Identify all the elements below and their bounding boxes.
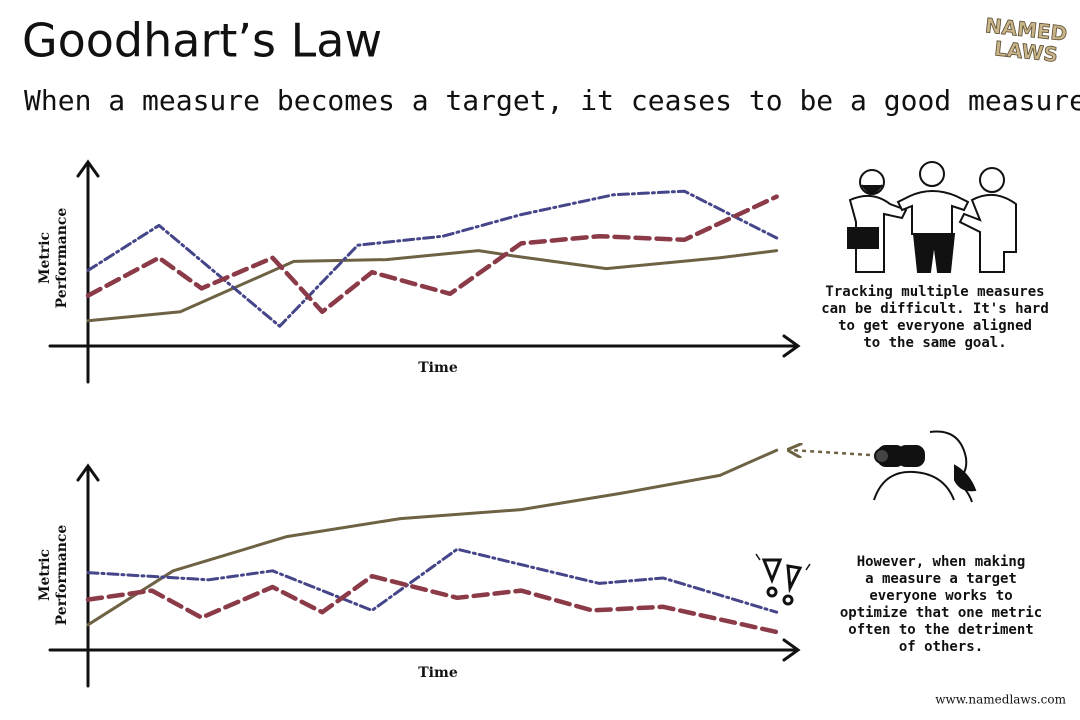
website: www.namedlaws.com <box>935 693 1066 707</box>
x-axis-label: Time <box>418 665 458 681</box>
pointer-arrow <box>790 450 871 455</box>
caption-line: Tracking multiple measures <box>825 284 1044 300</box>
logo: NAMED LAWS <box>984 13 1069 67</box>
caption-line: can be difficult. It's hard <box>821 301 1049 317</box>
y-axis <box>76 463 100 688</box>
y-axis <box>76 159 100 384</box>
line-chart: Metric Performance Time <box>37 448 801 688</box>
x-axis-label: Time <box>418 360 458 376</box>
caption-line: However, when making <box>857 554 1026 570</box>
line-chart: Metric Performance Time <box>37 159 801 384</box>
y-axis-label: Metric <box>37 549 53 601</box>
exclamation-icon <box>755 553 811 606</box>
caption-line: optimize that one metric <box>840 605 1042 621</box>
caption-line: everyone works to <box>869 588 1012 604</box>
caption-line: a measure a target <box>865 571 1017 587</box>
y-axis-label: Performance <box>54 208 70 309</box>
data-line <box>86 448 779 627</box>
y-axis-label: Metric <box>37 232 53 284</box>
data-line <box>86 189 779 328</box>
caption-line: to get everyone aligned <box>838 318 1032 334</box>
data-line <box>85 194 779 315</box>
title: Goodhart’s Law <box>22 14 382 68</box>
binocular-illustration <box>873 430 977 503</box>
subtitle: When a measure becomes a target, it ceas… <box>24 84 1080 117</box>
caption-line: to the same goal. <box>863 335 1006 351</box>
x-axis <box>48 334 801 358</box>
y-axis-label: Performance <box>54 525 70 626</box>
data-line <box>86 249 779 323</box>
caption-line: of others. <box>899 639 983 655</box>
caption-line: often to the detriment <box>848 622 1033 638</box>
x-axis <box>48 638 801 662</box>
data-line <box>86 547 779 614</box>
people-illustration <box>847 161 1017 273</box>
data-line <box>85 573 779 635</box>
